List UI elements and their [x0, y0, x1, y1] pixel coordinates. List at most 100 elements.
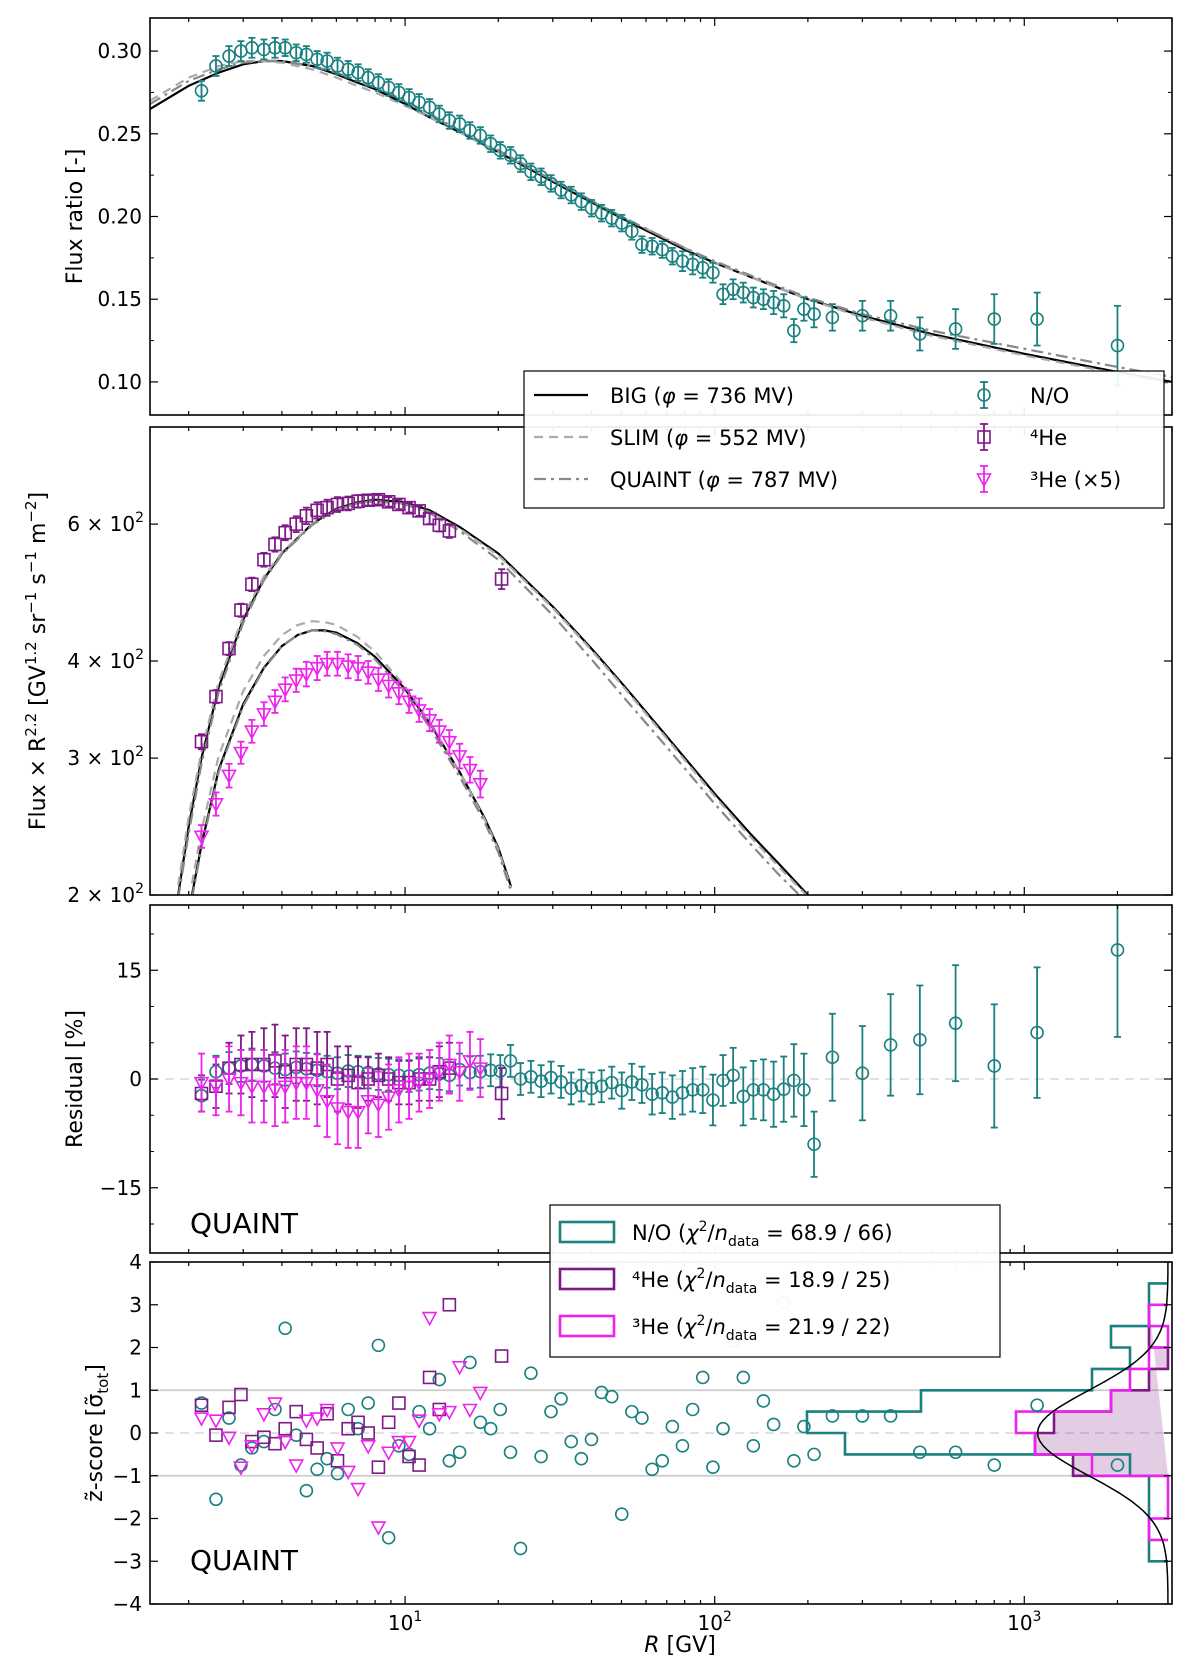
residual-series-he3 [193, 1030, 489, 1149]
data-point [289, 1404, 304, 1419]
data-point [883, 1038, 898, 1052]
data-point [1030, 312, 1044, 326]
data-point [797, 1419, 811, 1434]
data-point [340, 1465, 357, 1481]
data-point [233, 1076, 249, 1092]
data-point [401, 1080, 417, 1095]
data-point [350, 662, 366, 677]
data-point [193, 830, 210, 845]
ratio-series-no [194, 36, 1125, 387]
data-point [635, 1078, 649, 1092]
data-point [825, 1050, 840, 1065]
data-point [221, 769, 237, 785]
data-point [948, 322, 963, 336]
data-point [256, 708, 272, 723]
y-tick-label: 0.30 [97, 39, 142, 63]
data-point [807, 1137, 821, 1152]
data-point [288, 1459, 305, 1474]
data-point [614, 1083, 629, 1098]
data-point [209, 59, 223, 73]
data-point [244, 1440, 260, 1455]
data-point [1110, 943, 1125, 957]
data-point [193, 1076, 210, 1092]
data-point [462, 1055, 478, 1070]
data-point [222, 641, 236, 656]
data-point [1030, 1398, 1044, 1413]
data-point [544, 1404, 558, 1419]
data-point [473, 128, 488, 143]
data-point [222, 1411, 236, 1425]
data-point [483, 136, 498, 151]
flux-model-slim-he [190, 620, 513, 889]
data-point [534, 1449, 548, 1464]
data-point [432, 107, 447, 121]
y-tick-label: 3 × 102 [67, 744, 144, 770]
data-point [675, 1439, 690, 1453]
data-point [380, 1091, 397, 1106]
data-point [221, 1073, 237, 1088]
data-point [351, 494, 365, 509]
data-point [381, 1415, 396, 1430]
data-point [329, 1102, 346, 1117]
x-tick-label: 101 [388, 1609, 422, 1635]
data-point [614, 1507, 629, 1522]
data-point [278, 525, 293, 540]
data-point [422, 1370, 437, 1385]
data-point [380, 679, 397, 695]
data-point [635, 237, 649, 252]
zscore-histogram-he3 [1014, 1303, 1170, 1542]
data-point [194, 83, 209, 98]
data-point [645, 1462, 659, 1477]
data-point [513, 1541, 528, 1556]
data-point [787, 1073, 801, 1088]
data-point [233, 746, 249, 762]
data-point [564, 1081, 579, 1096]
data-point [584, 1081, 599, 1096]
legends: BIG (φ = 736 MV) SLIM (φ = 552 MV) QUAINT … [523, 370, 1165, 1358]
data-point [584, 1432, 599, 1447]
data-point [371, 492, 386, 507]
chi2-legend: N/O (χ2/ndata = 68.9 / 66) ⁴He (χ2/ndata … [549, 1204, 1001, 1358]
data-point [267, 1084, 283, 1099]
data-point [574, 1451, 589, 1466]
data-point [392, 1439, 406, 1453]
data-point [503, 148, 518, 163]
y-tick-label: −15 [100, 1176, 142, 1200]
legend-marker-he3 [976, 473, 992, 488]
data-point [233, 1461, 249, 1476]
data-point [278, 40, 293, 55]
data-point [441, 1405, 458, 1421]
data-point [493, 1064, 508, 1078]
data-point [431, 725, 448, 740]
data-point [513, 156, 528, 171]
data-point [329, 657, 346, 673]
data-point [787, 1453, 801, 1468]
data-point [421, 1073, 438, 1088]
data-point [441, 1058, 458, 1074]
data-point [473, 1415, 488, 1430]
data-point [411, 704, 427, 719]
data-point [277, 683, 294, 698]
x-axis-label: R [GV] [644, 1633, 716, 1658]
y-tick-label: 0.10 [97, 370, 142, 394]
data-point [209, 689, 223, 704]
data-point [625, 1404, 639, 1419]
data-point [431, 1065, 448, 1081]
data-point [432, 1372, 447, 1387]
data-point [564, 1434, 579, 1449]
panels: 0.10 0.15 0.20 0.25 0.30 Flux ratio [-] 2 × 10… [22, 17, 1173, 1635]
data-point [310, 1441, 324, 1455]
zscore-model-label: QUAINT [190, 1544, 299, 1577]
legend-no-chi2-label: N/O (χ2/ndata = 68.9 / 66) [632, 1219, 893, 1250]
ratio-y-ticks: 0.10 0.15 0.20 0.25 0.30 [97, 39, 1172, 394]
y-tick-label: 0.15 [97, 287, 142, 311]
flux-y-axis-label: Flux × R2.2 [GV1.2 sr−1 s−1 m−2] [22, 492, 51, 830]
flux-series-he3 [193, 650, 489, 849]
data-point [289, 517, 304, 531]
data-point [987, 1059, 1002, 1073]
data-point [360, 1440, 377, 1455]
data-point [289, 45, 304, 60]
data-point [451, 1360, 468, 1376]
data-point [360, 666, 377, 681]
zscore-series-he3 [193, 1311, 489, 1536]
